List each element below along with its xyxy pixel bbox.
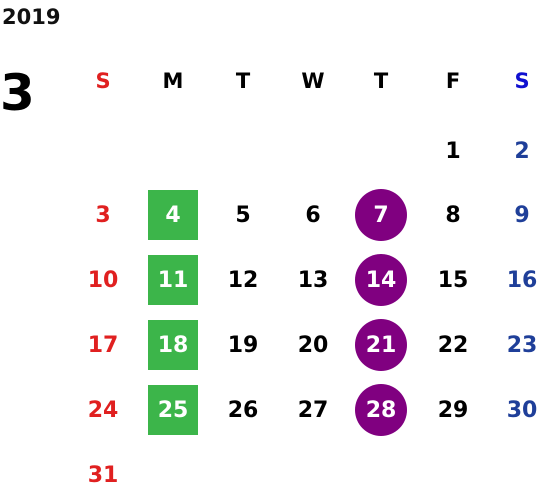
- day-highlight-circle: [355, 319, 407, 371]
- day-cell-7[interactable]: 7: [351, 189, 411, 241]
- day-cell-31[interactable]: 31: [73, 450, 133, 500]
- day-number: 9: [514, 202, 530, 228]
- day-number: 11: [157, 267, 189, 293]
- day-number: 7: [373, 202, 389, 228]
- day-number: 15: [437, 267, 469, 293]
- day-highlight-circle: [355, 189, 407, 241]
- day-cell-11[interactable]: 11: [143, 255, 203, 305]
- day-cell-16[interactable]: 16: [492, 255, 548, 305]
- day-number: 6: [305, 202, 321, 228]
- day-cell-14[interactable]: 14: [351, 254, 411, 306]
- day-cell-23[interactable]: 23: [492, 320, 548, 370]
- day-number: 18: [157, 332, 189, 358]
- day-number: 23: [506, 332, 538, 358]
- day-cell-6[interactable]: 6: [283, 190, 343, 240]
- day-number: 5: [235, 202, 251, 228]
- day-cell-18[interactable]: 18: [143, 320, 203, 370]
- day-cell-8[interactable]: 8: [423, 190, 483, 240]
- day-number: 13: [297, 267, 329, 293]
- day-number: 21: [365, 332, 397, 358]
- day-number: 25: [157, 397, 189, 423]
- weekday-header: W: [301, 69, 325, 93]
- day-highlight-square: [148, 385, 198, 435]
- day-number: 22: [437, 332, 469, 358]
- day-cell-2[interactable]: 2: [492, 126, 548, 176]
- day-number: 27: [297, 397, 329, 423]
- day-number: 3: [95, 202, 111, 228]
- day-number: 12: [227, 267, 259, 293]
- weekday-header: T: [235, 69, 251, 93]
- day-cell-29[interactable]: 29: [423, 385, 483, 435]
- day-cell-25[interactable]: 25: [143, 385, 203, 435]
- day-number: 1: [445, 138, 461, 164]
- day-cell-21[interactable]: 21: [351, 319, 411, 371]
- day-cell-3[interactable]: 3: [73, 190, 133, 240]
- day-highlight-square: [148, 255, 198, 305]
- day-number: 17: [87, 332, 119, 358]
- day-number: 19: [227, 332, 259, 358]
- weekday-header: M: [162, 69, 184, 93]
- day-number: 30: [506, 397, 538, 423]
- day-cell-15[interactable]: 15: [423, 255, 483, 305]
- weekday-header: F: [445, 69, 461, 93]
- day-number: 4: [165, 202, 181, 228]
- year-label: 2019: [2, 5, 61, 29]
- weekday-header: S: [514, 69, 530, 93]
- day-number: 16: [506, 267, 538, 293]
- weekday-header: T: [373, 69, 389, 93]
- day-number: 26: [227, 397, 259, 423]
- day-cell-26[interactable]: 26: [213, 385, 273, 435]
- day-number: 29: [437, 397, 469, 423]
- day-cell-30[interactable]: 30: [492, 385, 548, 435]
- day-number: 10: [87, 267, 119, 293]
- day-cell-13[interactable]: 13: [283, 255, 343, 305]
- day-number: 28: [365, 397, 397, 423]
- day-cell-5[interactable]: 5: [213, 190, 273, 240]
- day-cell-27[interactable]: 27: [283, 385, 343, 435]
- day-number: 31: [87, 462, 119, 488]
- day-number: 24: [87, 397, 119, 423]
- day-cell-20[interactable]: 20: [283, 320, 343, 370]
- day-cell-10[interactable]: 10: [73, 255, 133, 305]
- day-cell-24[interactable]: 24: [73, 385, 133, 435]
- day-highlight-circle: [355, 254, 407, 306]
- day-cell-1[interactable]: 1: [423, 126, 483, 176]
- month-label: 3: [0, 64, 35, 122]
- day-cell-12[interactable]: 12: [213, 255, 273, 305]
- day-highlight-square: [148, 190, 198, 240]
- day-number: 14: [365, 267, 397, 293]
- day-number: 20: [297, 332, 329, 358]
- day-cell-17[interactable]: 17: [73, 320, 133, 370]
- day-highlight-circle: [355, 384, 407, 436]
- day-number: 8: [445, 202, 461, 228]
- day-cell-22[interactable]: 22: [423, 320, 483, 370]
- day-number: 2: [514, 138, 530, 164]
- day-cell-9[interactable]: 9: [492, 190, 548, 240]
- day-highlight-square: [148, 320, 198, 370]
- weekday-header: S: [95, 69, 111, 93]
- day-cell-28[interactable]: 28: [351, 384, 411, 436]
- day-cell-4[interactable]: 4: [143, 190, 203, 240]
- day-cell-19[interactable]: 19: [213, 320, 273, 370]
